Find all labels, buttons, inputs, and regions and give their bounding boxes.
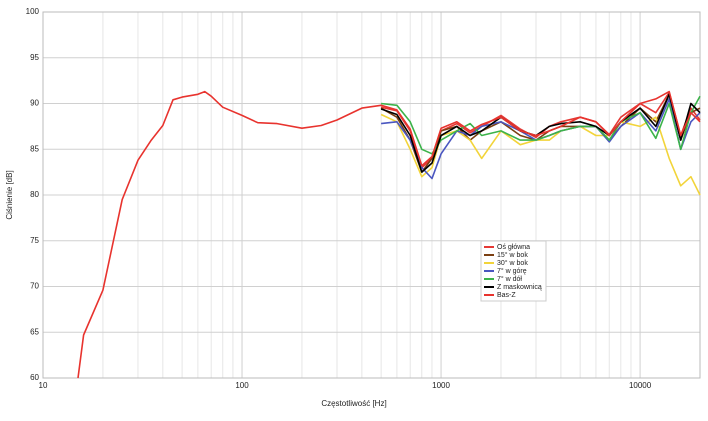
legend-label: 30° w bok bbox=[497, 259, 528, 267]
y-tick-label: 65 bbox=[30, 327, 39, 336]
x-tick-label: 1000 bbox=[432, 381, 450, 390]
y-tick-label: 90 bbox=[30, 99, 39, 108]
x-tick-label: 10000 bbox=[629, 381, 652, 390]
x-tick-label: 10 bbox=[39, 381, 48, 390]
legend-label: Oś główna bbox=[497, 244, 530, 251]
y-axis-label: Ciśnienie [dB] bbox=[5, 170, 14, 219]
legend-label: Z maskownicą bbox=[497, 284, 542, 291]
y-tick-label: 60 bbox=[30, 373, 39, 382]
y-tick-label: 75 bbox=[30, 236, 39, 245]
y-tick-label: 85 bbox=[30, 144, 39, 153]
y-tick-label: 95 bbox=[30, 53, 39, 62]
series-line bbox=[380, 93, 701, 173]
series-line bbox=[77, 90, 701, 379]
legend-label: Bas-Z bbox=[497, 292, 516, 299]
y-tick-label: 70 bbox=[30, 282, 39, 291]
legend-label: 7° w dół bbox=[497, 275, 522, 283]
series-line bbox=[380, 93, 701, 173]
y-tick-label: 100 bbox=[26, 7, 40, 16]
x-tick-label: 100 bbox=[235, 381, 249, 390]
legend-label: 15° w bok bbox=[497, 251, 528, 259]
series-line bbox=[381, 95, 701, 155]
x-axis-label: Częstotliwość [Hz] bbox=[321, 399, 386, 408]
y-tick-label: 80 bbox=[30, 190, 39, 199]
legend-label: 7° w górę bbox=[497, 267, 527, 275]
